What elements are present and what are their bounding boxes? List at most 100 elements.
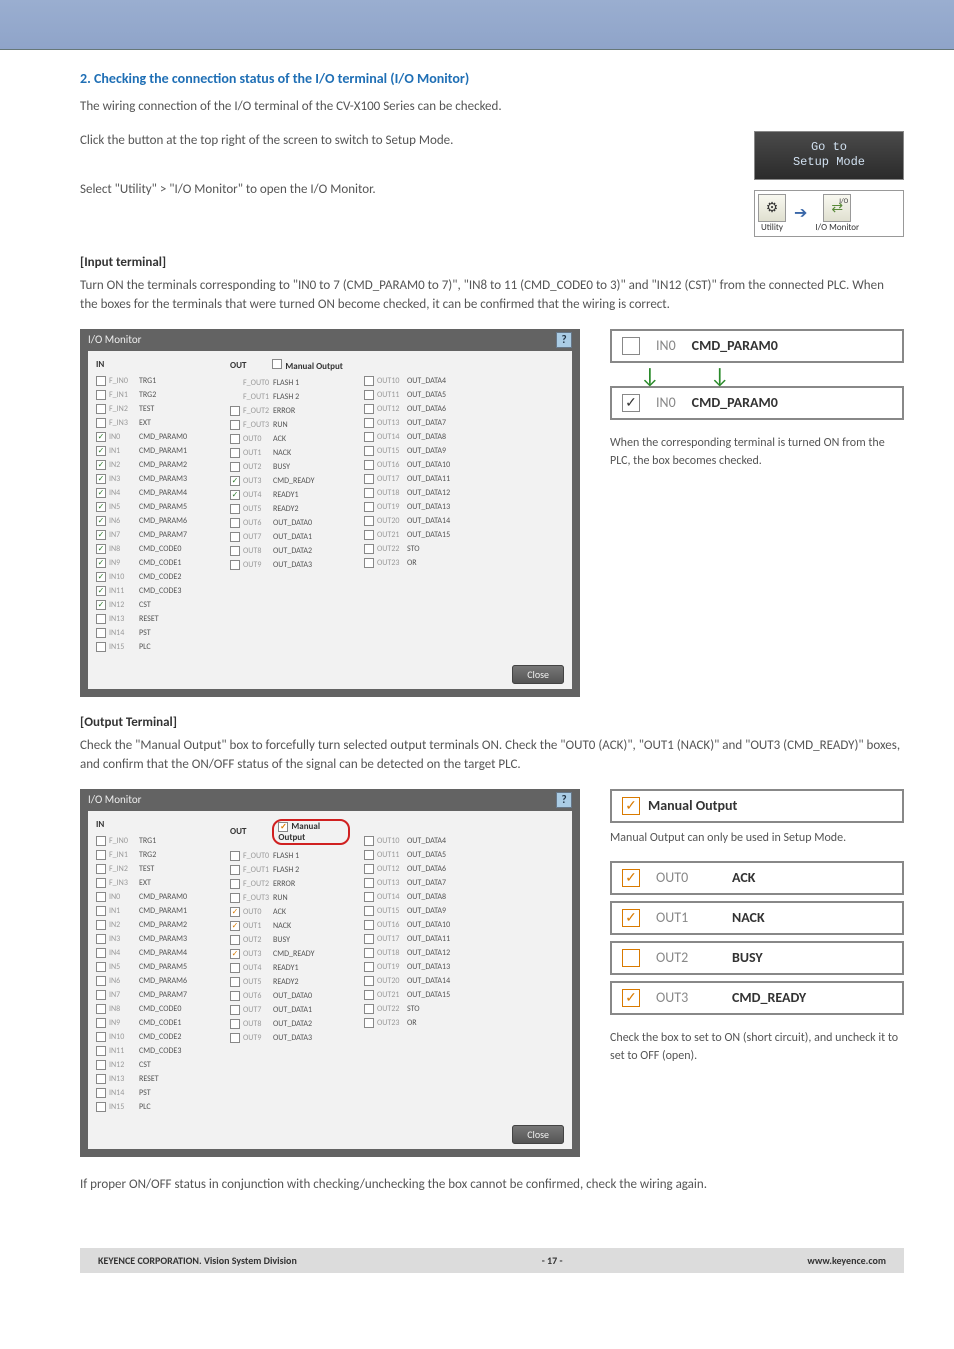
io-checkbox[interactable]	[364, 460, 374, 470]
io-checkbox[interactable]	[364, 962, 374, 972]
help-icon2[interactable]: ?	[556, 792, 572, 808]
io-checkbox[interactable]	[96, 530, 106, 540]
io-monitor-button[interactable]: I/O ⇄ I/O Monitor	[815, 194, 859, 233]
io-checkbox[interactable]	[230, 963, 240, 973]
out-zoom-cb[interactable]	[622, 989, 640, 1007]
io-checkbox[interactable]	[96, 614, 106, 624]
io-checkbox[interactable]	[364, 850, 374, 860]
io-checkbox[interactable]	[96, 962, 106, 972]
io-checkbox[interactable]	[96, 404, 106, 414]
io-checkbox[interactable]	[230, 518, 240, 528]
io-checkbox[interactable]	[96, 1032, 106, 1042]
io-checkbox[interactable]	[364, 990, 374, 1000]
io-checkbox[interactable]	[96, 1074, 106, 1084]
io-checkbox[interactable]	[364, 432, 374, 442]
io-checkbox[interactable]	[96, 544, 106, 554]
io-checkbox[interactable]	[96, 892, 106, 902]
io-checkbox[interactable]	[96, 418, 106, 428]
io-checkbox[interactable]	[230, 448, 240, 458]
io-checkbox[interactable]	[230, 406, 240, 416]
io-checkbox[interactable]	[364, 976, 374, 986]
close-button[interactable]: Close	[512, 665, 564, 684]
io-checkbox[interactable]	[230, 879, 240, 889]
io-checkbox[interactable]	[96, 572, 106, 582]
close-button2[interactable]: Close	[512, 1125, 564, 1144]
io-checkbox[interactable]	[230, 977, 240, 987]
io-checkbox[interactable]	[364, 920, 374, 930]
io-checkbox[interactable]	[364, 878, 374, 888]
io-checkbox[interactable]	[230, 907, 240, 917]
io-checkbox[interactable]	[230, 420, 240, 430]
out-zoom-cb[interactable]	[622, 949, 640, 967]
io-checkbox[interactable]	[96, 836, 106, 846]
io-checkbox[interactable]	[96, 920, 106, 930]
io-checkbox[interactable]	[364, 864, 374, 874]
io-checkbox[interactable]	[96, 850, 106, 860]
out-zoom-cb[interactable]	[622, 869, 640, 887]
io-checkbox[interactable]	[364, 948, 374, 958]
io-checkbox[interactable]	[96, 642, 106, 652]
io-checkbox[interactable]	[364, 474, 374, 484]
io-checkbox[interactable]	[230, 921, 240, 931]
io-checkbox[interactable]	[96, 1018, 106, 1028]
io-checkbox[interactable]	[364, 488, 374, 498]
io-checkbox[interactable]	[364, 390, 374, 400]
io-checkbox[interactable]	[230, 476, 240, 486]
io-checkbox[interactable]	[96, 586, 106, 596]
io-checkbox[interactable]	[230, 560, 240, 570]
io-checkbox[interactable]	[364, 376, 374, 386]
io-checkbox[interactable]	[96, 390, 106, 400]
io-checkbox[interactable]	[96, 502, 106, 512]
io-checkbox[interactable]	[96, 864, 106, 874]
io-checkbox[interactable]	[230, 991, 240, 1001]
io-checkbox[interactable]	[96, 1088, 106, 1098]
manual-output-checkbox[interactable]	[272, 359, 282, 369]
io-checkbox[interactable]	[96, 1060, 106, 1070]
io-checkbox[interactable]	[230, 851, 240, 861]
help-icon[interactable]: ?	[556, 332, 572, 348]
io-checkbox[interactable]	[364, 502, 374, 512]
io-checkbox[interactable]	[364, 530, 374, 540]
io-checkbox[interactable]	[96, 376, 106, 386]
io-checkbox[interactable]	[96, 600, 106, 610]
io-checkbox[interactable]	[230, 546, 240, 556]
io-checkbox[interactable]	[364, 1004, 374, 1014]
io-checkbox[interactable]	[96, 878, 106, 888]
io-checkbox[interactable]	[96, 906, 106, 916]
io-checkbox[interactable]	[230, 490, 240, 500]
io-checkbox[interactable]	[96, 446, 106, 456]
io-checkbox[interactable]	[230, 434, 240, 444]
io-checkbox[interactable]	[96, 460, 106, 470]
io-checkbox[interactable]	[96, 1004, 106, 1014]
io-checkbox[interactable]	[230, 462, 240, 472]
io-checkbox[interactable]	[230, 532, 240, 542]
io-checkbox[interactable]	[230, 504, 240, 514]
io-checkbox[interactable]	[230, 893, 240, 903]
io-checkbox[interactable]	[230, 865, 240, 875]
io-checkbox[interactable]	[96, 558, 106, 568]
io-checkbox[interactable]	[364, 446, 374, 456]
manual-output-zoom-cb[interactable]	[622, 797, 640, 815]
io-checkbox[interactable]	[96, 474, 106, 484]
io-checkbox[interactable]	[96, 432, 106, 442]
io-checkbox[interactable]	[96, 934, 106, 944]
io-checkbox[interactable]	[364, 906, 374, 916]
io-checkbox[interactable]	[364, 418, 374, 428]
io-checkbox[interactable]	[364, 558, 374, 568]
out-zoom-cb[interactable]	[622, 909, 640, 927]
io-checkbox[interactable]	[96, 948, 106, 958]
io-checkbox[interactable]	[96, 1102, 106, 1112]
io-checkbox[interactable]	[96, 488, 106, 498]
io-checkbox[interactable]	[230, 1019, 240, 1029]
setup-mode-button[interactable]: Go to Setup Mode	[754, 131, 904, 180]
io-checkbox[interactable]	[364, 1018, 374, 1028]
io-checkbox[interactable]	[96, 1046, 106, 1056]
io-checkbox[interactable]	[230, 949, 240, 959]
io-checkbox[interactable]	[96, 516, 106, 526]
io-checkbox[interactable]	[364, 544, 374, 554]
io-checkbox[interactable]	[230, 1033, 240, 1043]
io-checkbox[interactable]	[96, 976, 106, 986]
manual-output-checkbox2[interactable]	[278, 822, 288, 832]
io-checkbox[interactable]	[364, 892, 374, 902]
utility-button[interactable]: ⚙ Utility	[758, 194, 786, 233]
